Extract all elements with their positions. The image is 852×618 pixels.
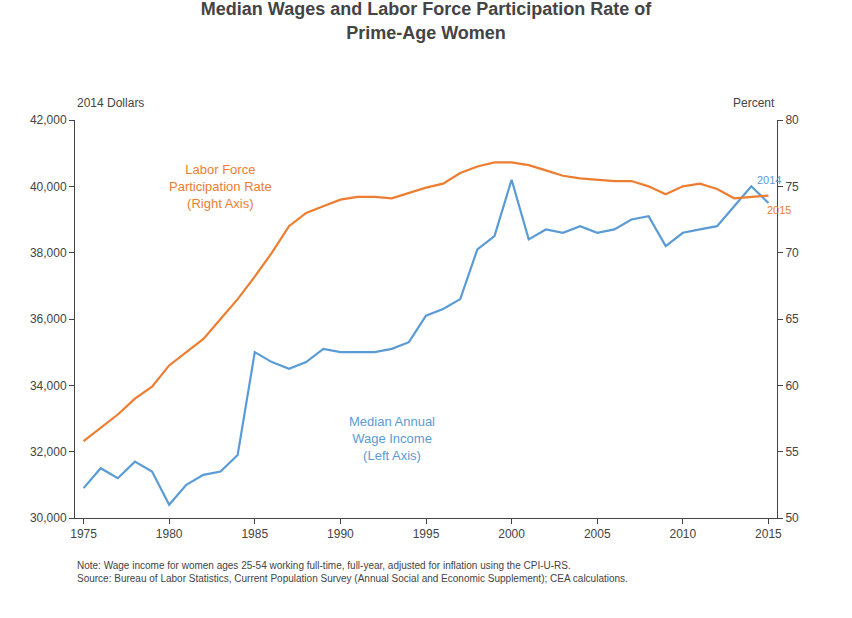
svg-text:1985: 1985 — [241, 527, 268, 541]
svg-text:2010: 2010 — [669, 527, 696, 541]
svg-text:42,000: 42,000 — [30, 113, 67, 127]
svg-text:32,000: 32,000 — [30, 445, 67, 459]
svg-text:30,000: 30,000 — [30, 511, 67, 525]
svg-text:65: 65 — [785, 312, 799, 326]
svg-text:Median AnnualWage Income(Left: Median AnnualWage Income(Left Axis) — [349, 414, 435, 463]
svg-text:36,000: 36,000 — [30, 312, 67, 326]
svg-text:2014: 2014 — [757, 174, 781, 186]
svg-text:2005: 2005 — [584, 527, 611, 541]
svg-text:1980: 1980 — [156, 527, 183, 541]
svg-text:75: 75 — [785, 180, 799, 194]
svg-text:Median Wages and Labor Force P: Median Wages and Labor Force Participati… — [201, 0, 652, 43]
svg-text:34,000: 34,000 — [30, 379, 67, 393]
svg-text:38,000: 38,000 — [30, 246, 67, 260]
svg-text:80: 80 — [785, 113, 799, 127]
svg-text:Note: Wage income for women ag: Note: Wage income for women ages 25-54 w… — [77, 560, 628, 584]
svg-text:50: 50 — [785, 511, 799, 525]
svg-text:Percent: Percent — [733, 96, 775, 110]
svg-text:1990: 1990 — [327, 527, 354, 541]
svg-text:2015: 2015 — [755, 527, 782, 541]
svg-text:2014 Dollars: 2014 Dollars — [77, 96, 144, 110]
svg-text:70: 70 — [785, 246, 799, 260]
svg-text:1975: 1975 — [70, 527, 97, 541]
svg-text:55: 55 — [785, 445, 799, 459]
svg-text:60: 60 — [785, 379, 799, 393]
svg-text:1995: 1995 — [413, 527, 440, 541]
svg-text:Labor ForceParticipation Rate(: Labor ForceParticipation Rate(Right Axis… — [169, 162, 272, 211]
svg-text:2000: 2000 — [498, 527, 525, 541]
svg-text:2015: 2015 — [767, 204, 791, 216]
svg-text:40,000: 40,000 — [30, 180, 67, 194]
